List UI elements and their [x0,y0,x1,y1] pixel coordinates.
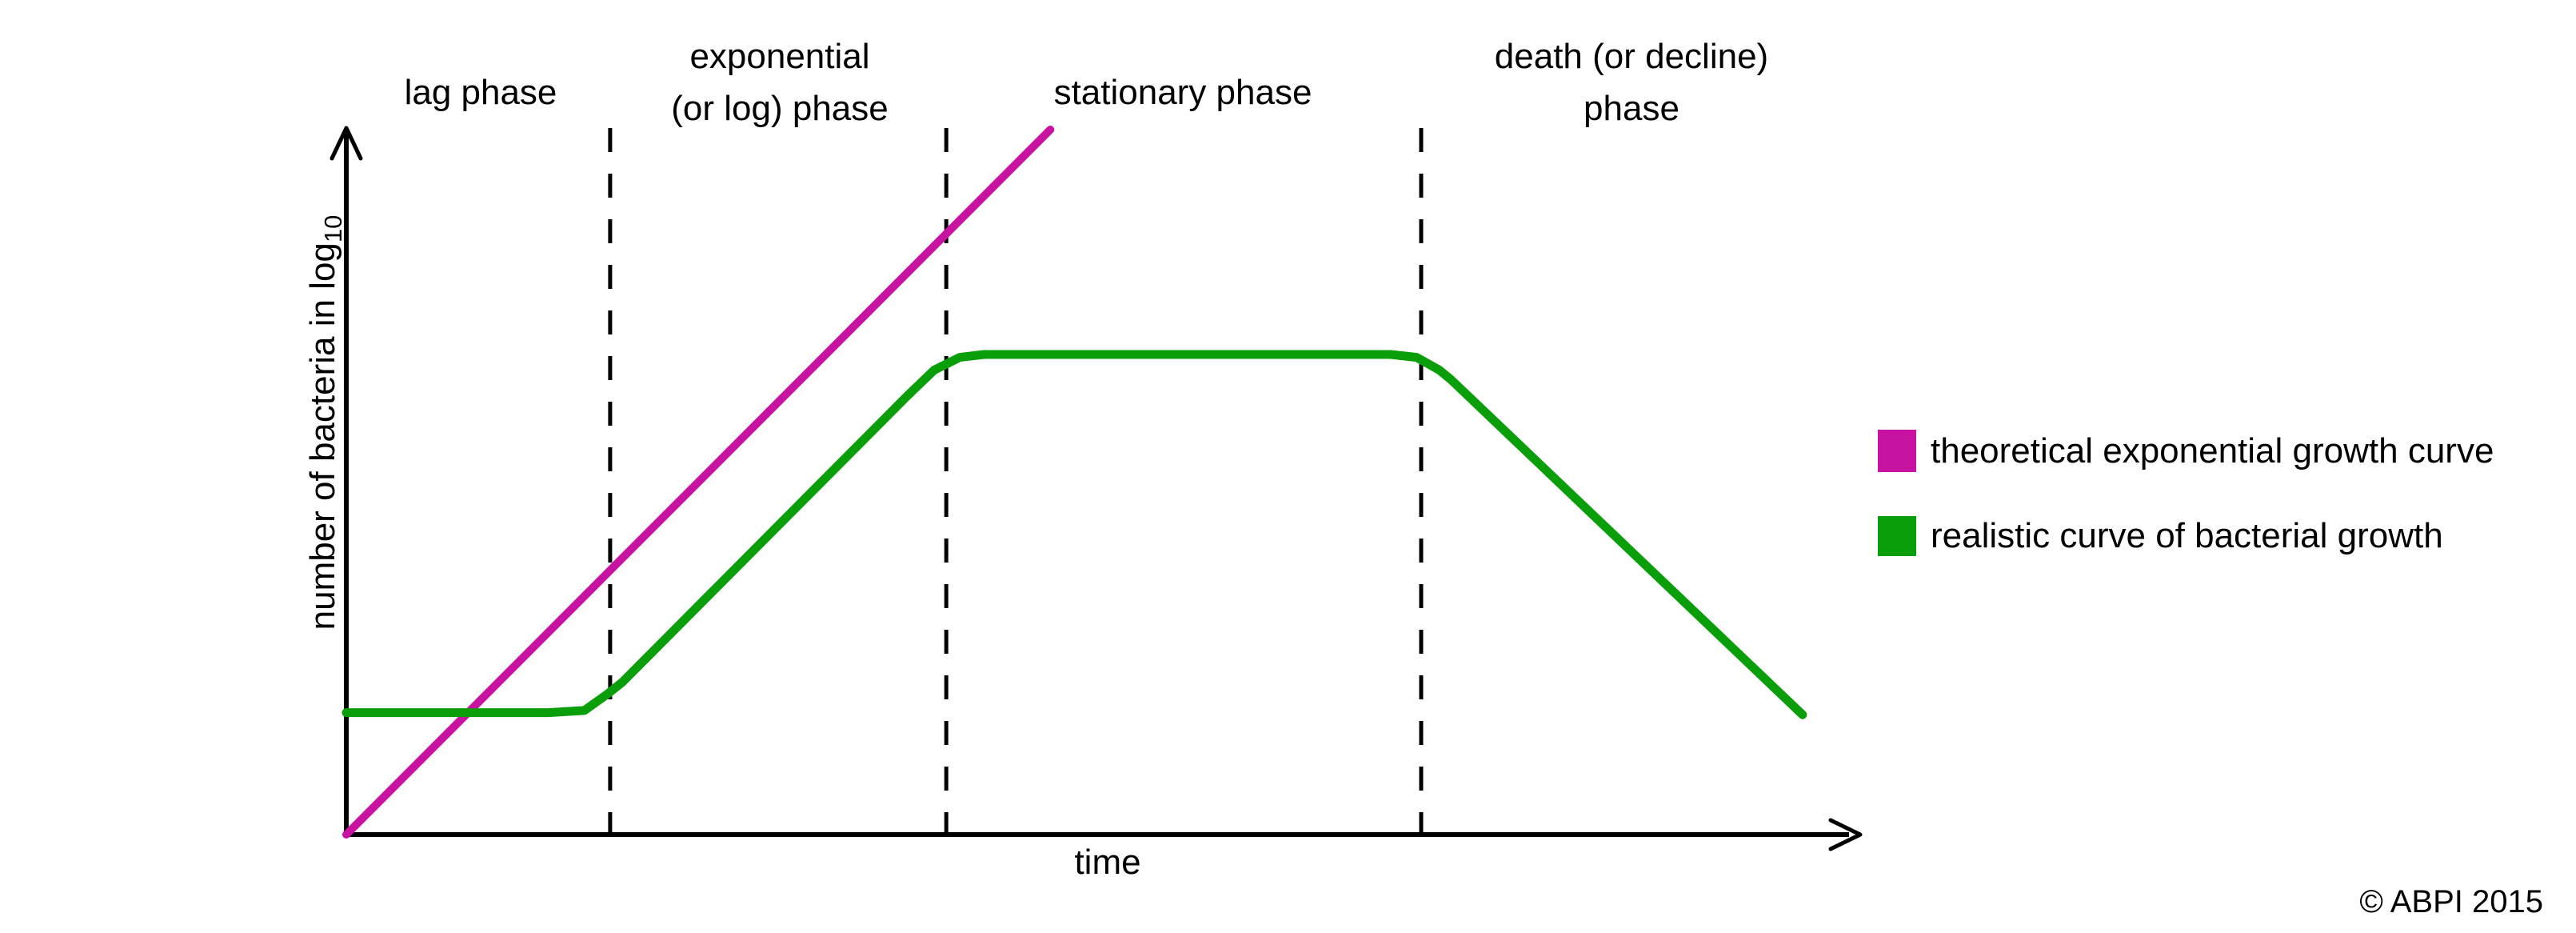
x-axis-label: time [1074,843,1140,882]
legend-swatch-realistic [1878,516,1916,556]
y-axis-label-subscript: 10 [319,215,347,242]
theoretical-exponential-curve [342,126,1055,839]
y-axis-label: number of bacteria in log10 [303,215,347,631]
phase-label-exponential-line2: (or log) phase [671,89,888,128]
y-axis-arrowhead [329,126,363,161]
phase-label-exponential-line1: exponential [689,37,869,76]
y-axis-label-text: number of bacteria in log [303,242,342,630]
phase-label-stationary: stationary phase [1054,73,1312,112]
copyright-text: © ABPI 2015 [2359,884,2543,919]
phase-label-lag: lag phase [405,73,557,112]
phase-label-death-line1: death (or decline) [1495,37,1768,76]
realistic-growth-curve [341,350,1807,719]
legend-label-theoretical: theoretical exponential growth curve [1931,431,2494,471]
x-axis-arrowhead [1828,818,1863,851]
legend-label-realistic: realistic curve of bacterial growth [1931,516,2443,555]
legend-swatch-theoretical [1878,430,1916,472]
phase-label-death-line2: phase [1584,89,1679,128]
